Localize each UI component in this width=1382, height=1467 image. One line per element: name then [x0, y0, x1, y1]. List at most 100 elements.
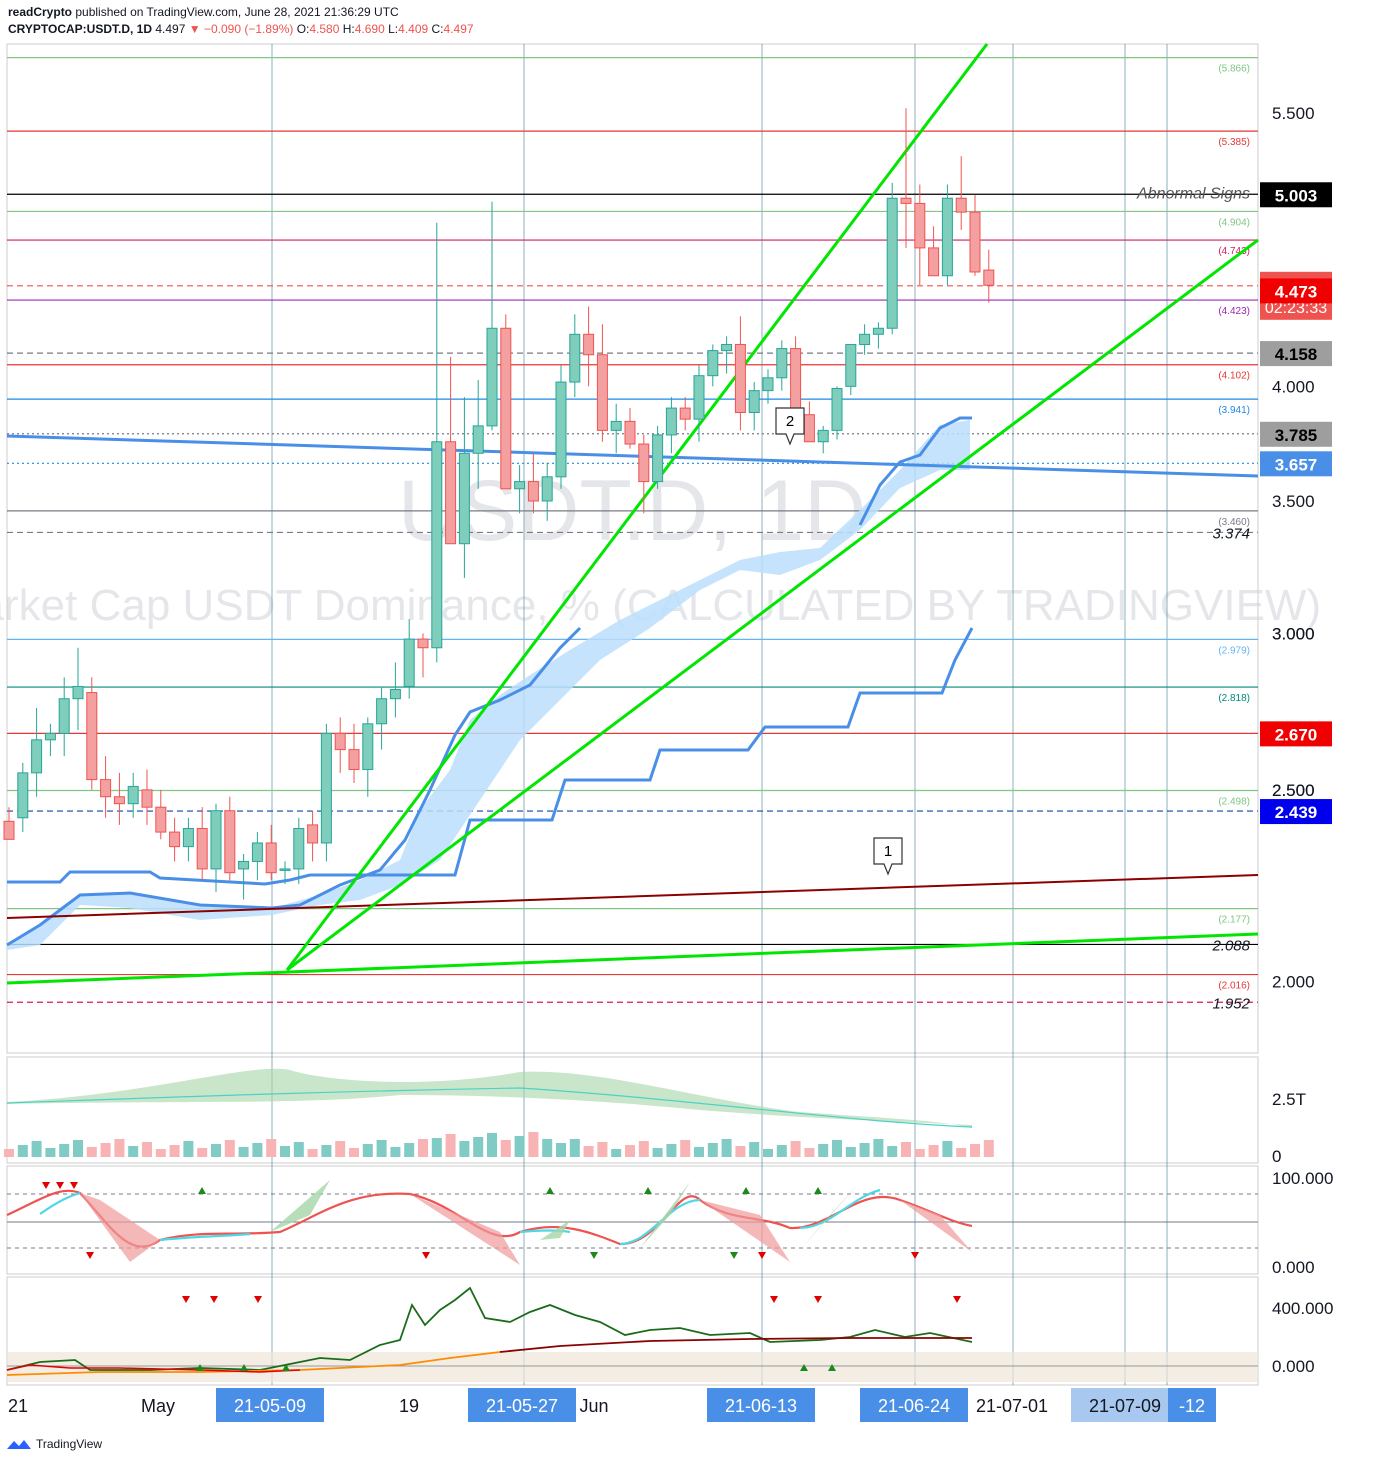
time-axis-label: 21-05-27 [486, 1396, 558, 1416]
volume-bar [100, 1143, 111, 1157]
countdown-text: 02:23:33 [1265, 300, 1327, 317]
high-value: 4.690 [354, 22, 385, 36]
candle-body [803, 414, 815, 443]
volume-bar [197, 1148, 208, 1157]
candle-body [790, 348, 802, 416]
close-value: 4.497 [443, 22, 474, 36]
price-badge-text: 5.003 [1275, 186, 1318, 205]
volume-bar [956, 1148, 967, 1157]
signal-down-arrow-icon [86, 1252, 94, 1259]
time-axis-label: 21-06-24 [878, 1396, 950, 1416]
candle-body [307, 824, 319, 844]
level-label: (4.904) [1218, 217, 1250, 228]
volume-tick: 2.5T [1272, 1090, 1306, 1109]
volume-bar [666, 1144, 677, 1157]
publisher-name[interactable]: readCrypto [8, 5, 73, 19]
candle-body [514, 481, 526, 490]
symbol-name[interactable]: CRYPTOCAP:USDT.D, 1D [8, 22, 153, 36]
volume-bar [542, 1139, 553, 1157]
volume-bar [376, 1140, 387, 1157]
signal-up-arrow-icon [196, 1364, 204, 1371]
callout-bubble [775, 407, 805, 446]
signal-down-arrow-icon [814, 1296, 822, 1303]
candle-body [914, 202, 926, 249]
volume-bar [694, 1147, 704, 1157]
obv-red-line [6, 1364, 301, 1373]
candle-body [182, 827, 194, 848]
volume-bar [487, 1133, 497, 1157]
volume-bar [390, 1147, 401, 1157]
candle-body [334, 732, 346, 751]
candle-body [500, 327, 512, 490]
volume-bar [349, 1148, 359, 1157]
candle-body [652, 434, 664, 483]
price-badge [1260, 799, 1332, 825]
level-label: (4.102) [1218, 371, 1250, 382]
price-badge-text: 4.473 [1275, 282, 1318, 301]
price-tick-label: 2.500 [1272, 781, 1315, 800]
volume-bar [169, 1145, 180, 1157]
price-tick-label: 2.500 [1272, 781, 1315, 800]
blue-trendline [6, 434, 1259, 478]
cloud-area [7, 420, 970, 950]
tradingview-brand[interactable]: TradingView [36, 1437, 103, 1451]
candle-body [638, 443, 650, 483]
volume-bar [597, 1142, 608, 1157]
signal-up-arrow-icon [644, 1187, 652, 1194]
signal-down-arrow-icon [422, 1252, 430, 1259]
time-axis-label: 21-06-13 [725, 1396, 797, 1416]
level-label: (2.818) [1218, 693, 1250, 704]
volume-bar [155, 1149, 166, 1157]
level-label: (2.177) [1218, 915, 1250, 926]
volume-bar [625, 1145, 635, 1157]
volume-bar [224, 1140, 235, 1157]
time-axis-label: 21 [8, 1396, 28, 1416]
candle-body [941, 197, 953, 277]
signal-up-arrow-icon [282, 1364, 290, 1371]
stoch-tick: 0.000 [1272, 1258, 1315, 1277]
callout-number: 2 [786, 413, 794, 430]
cloud-lead-line [6, 626, 582, 947]
level-label: (4.423) [1218, 306, 1250, 317]
stoch-tick: 100.000 [1272, 1169, 1333, 1188]
signal-up-arrow-icon [546, 1187, 554, 1194]
candle-body [293, 827, 305, 870]
price-badge-text: 3.785 [1275, 426, 1318, 445]
volume-bar [528, 1132, 539, 1157]
level-label: (5.385) [1218, 137, 1250, 148]
volume-bar [17, 1145, 28, 1157]
candle-body [472, 425, 484, 454]
volume-bar [404, 1143, 415, 1157]
candle-body [458, 452, 470, 545]
volume-bar [790, 1141, 801, 1157]
time-label-box [1168, 1388, 1216, 1422]
candle-body [417, 638, 429, 649]
candle-body [831, 387, 843, 431]
obv-line [6, 1286, 973, 1371]
volume-cloud [7, 1068, 972, 1128]
volume-bar [763, 1149, 773, 1157]
signal-down-arrow-icon [730, 1252, 738, 1259]
stoch-pane-border [6, 1165, 1259, 1275]
candle-body [928, 247, 940, 277]
volume-bar [652, 1148, 663, 1157]
signal-up-arrow-icon [742, 1187, 750, 1194]
candle-body [886, 197, 898, 329]
volume-bar [307, 1149, 318, 1157]
candle-body [362, 723, 374, 770]
volume-bar [832, 1140, 842, 1157]
price-badge [1260, 341, 1332, 367]
volume-bar [473, 1137, 484, 1157]
volume-bar [583, 1146, 594, 1157]
volume-bar [776, 1145, 787, 1157]
candle-body [859, 333, 871, 345]
candle-body [320, 732, 332, 844]
volume-bar [31, 1141, 42, 1157]
candle-body [583, 333, 595, 356]
volume-bar [252, 1143, 263, 1157]
price-tick-label: 3.500 [1272, 492, 1315, 511]
price-tick-label: 5.500 [1272, 104, 1315, 123]
price-plain-label: 2.088 [1211, 937, 1250, 954]
time-label-box [860, 1388, 968, 1422]
